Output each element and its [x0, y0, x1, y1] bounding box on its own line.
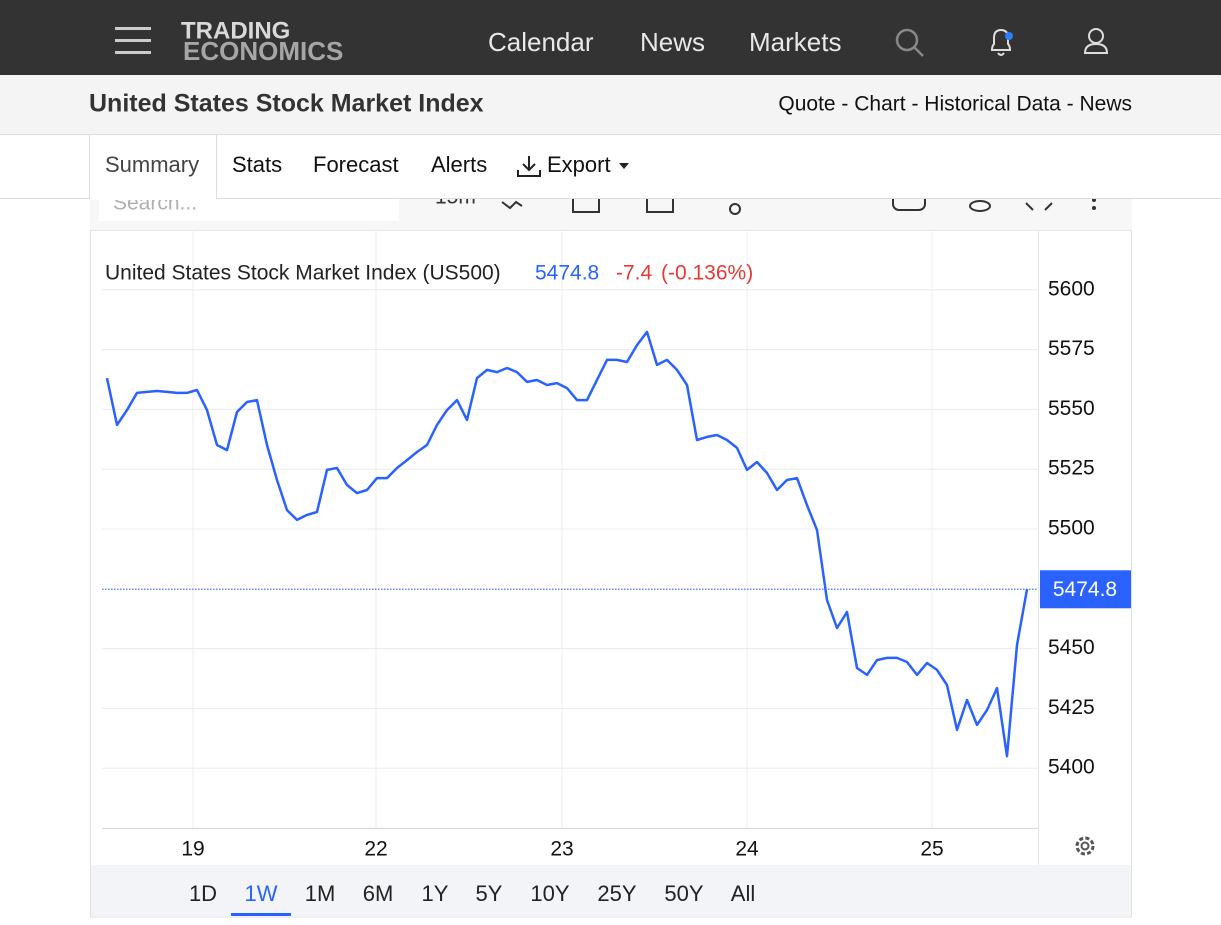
x-tick-label: 25 [920, 838, 943, 861]
nav-link[interactable]: Markets [749, 27, 841, 57]
download-icon[interactable] [892, 194, 926, 211]
page-title: United States Stock Market Index [89, 90, 484, 118]
y-tick-label: 5500 [1048, 517, 1095, 540]
chart-panel: Search... 15m 54005425545054755500552555… [90, 179, 1132, 918]
chart-type-icon[interactable] [501, 200, 523, 210]
draw-icon[interactable] [729, 203, 741, 215]
menu-line[interactable] [115, 51, 151, 54]
search-box[interactable] [99, 184, 399, 221]
user-icon[interactable] [1083, 28, 1109, 54]
chart-frame [90, 179, 1132, 918]
tabs: Summary Stats Forecast Alerts Export [89, 134, 611, 200]
search-icon[interactable] [895, 28, 924, 57]
bell-body[interactable] [990, 28, 1012, 51]
export-icon[interactable] [517, 156, 629, 177]
top-bar-bg [0, 0, 1221, 75]
last-price-box [1040, 570, 1131, 609]
tab[interactable]: Stats [232, 152, 282, 177]
tab[interactable]: Export [547, 152, 611, 177]
title-bar-bg [0, 75, 1221, 134]
bell-badge[interactable] [1005, 32, 1013, 40]
range-underline [231, 913, 291, 916]
legend-change: -7.4 [616, 262, 653, 285]
plot: 5400542554505475550055255550557556001922… [102, 230, 1131, 861]
range-button[interactable]: 1M [305, 881, 336, 906]
legend-name: United States Stock Market Index (US500) [105, 262, 501, 285]
range-button[interactable]: All [731, 881, 755, 906]
top-bar: TRADING ECONOMICS Calendar News Markets [0, 0, 1221, 75]
range-button[interactable]: 1Y [422, 881, 449, 906]
section-links[interactable]: Quote - Chart - Historical Data - News [778, 93, 1132, 116]
range-button[interactable]: 1D [189, 881, 217, 906]
logo-line2[interactable]: ECONOMICS [183, 36, 343, 66]
x-tick-label: 24 [735, 838, 759, 861]
range-buttons: 1D 1W 1M 6M 1Y 5Y 10Y 25Y 50Y All [189, 881, 755, 916]
last-price-label: 5474.8 [1053, 578, 1117, 601]
x-tick-label: 19 [181, 838, 204, 861]
data-icon[interactable] [969, 200, 991, 212]
gear-hub[interactable] [1080, 841, 1090, 851]
range-button[interactable]: 25Y [597, 881, 636, 906]
fullscreen-icon[interactable] [1025, 202, 1053, 211]
logo-line1[interactable]: TRADING [181, 17, 290, 44]
menu-dot[interactable] [1092, 206, 1096, 210]
search-lens[interactable] [895, 28, 919, 52]
gear-teeth[interactable] [1075, 836, 1095, 856]
user-body[interactable] [1083, 42, 1109, 54]
legend-change-pct: (-0.136%) [661, 262, 753, 285]
range-button[interactable]: 50Y [664, 881, 703, 906]
range-bar [91, 865, 1131, 916]
y-tick-label: 5600 [1048, 277, 1095, 300]
add-icon[interactable] [646, 194, 674, 213]
calendar-icon[interactable] [572, 196, 600, 213]
x-tick-label: 23 [550, 838, 573, 861]
download-arrow[interactable] [517, 156, 541, 177]
y-tick-label: 5525 [1048, 457, 1095, 480]
nav-link[interactable]: Calendar [488, 27, 594, 57]
tab[interactable]: Summary [105, 152, 199, 177]
x-tick-label: 22 [364, 838, 387, 861]
y-tick-label: 5400 [1048, 756, 1095, 779]
tab[interactable]: Forecast [313, 152, 399, 177]
legend-price: 5474.8 [535, 262, 599, 285]
tab[interactable]: Alerts [431, 152, 487, 177]
nav-link[interactable]: News [640, 27, 705, 57]
range-button[interactable]: 10Y [530, 881, 569, 906]
interval[interactable]: 15m [435, 186, 476, 209]
menu-line[interactable] [115, 39, 151, 42]
chart-toolbar: Search... 15m [90, 184, 1132, 230]
settings-icon[interactable] [1075, 836, 1095, 856]
selected-tab-cover [90, 197, 216, 200]
caret[interactable] [619, 163, 629, 169]
search-placeholder[interactable]: Search... [113, 192, 197, 215]
bell-icon[interactable] [990, 28, 1013, 56]
bell-clapper[interactable] [997, 52, 1005, 56]
title-bar: United States Stock Market Index Quote -… [0, 75, 1221, 135]
menu-icon[interactable] [115, 27, 151, 54]
y-tick-label: 5550 [1048, 397, 1095, 420]
range-button[interactable]: 6M [363, 881, 394, 906]
y-tick-label: 5575 [1048, 337, 1095, 360]
y-tick-label: 5425 [1048, 696, 1095, 719]
price-line [105, 330, 1029, 758]
menu-line[interactable] [115, 27, 151, 30]
range-button[interactable]: 5Y [476, 881, 503, 906]
y-tick-label: 5450 [1048, 636, 1095, 659]
selected-tab-frame [89, 134, 217, 198]
range-button[interactable]: 1W [245, 881, 278, 906]
search-handle[interactable] [913, 46, 924, 57]
tab-bar: Summary Stats Forecast Alerts Export [0, 134, 1221, 200]
